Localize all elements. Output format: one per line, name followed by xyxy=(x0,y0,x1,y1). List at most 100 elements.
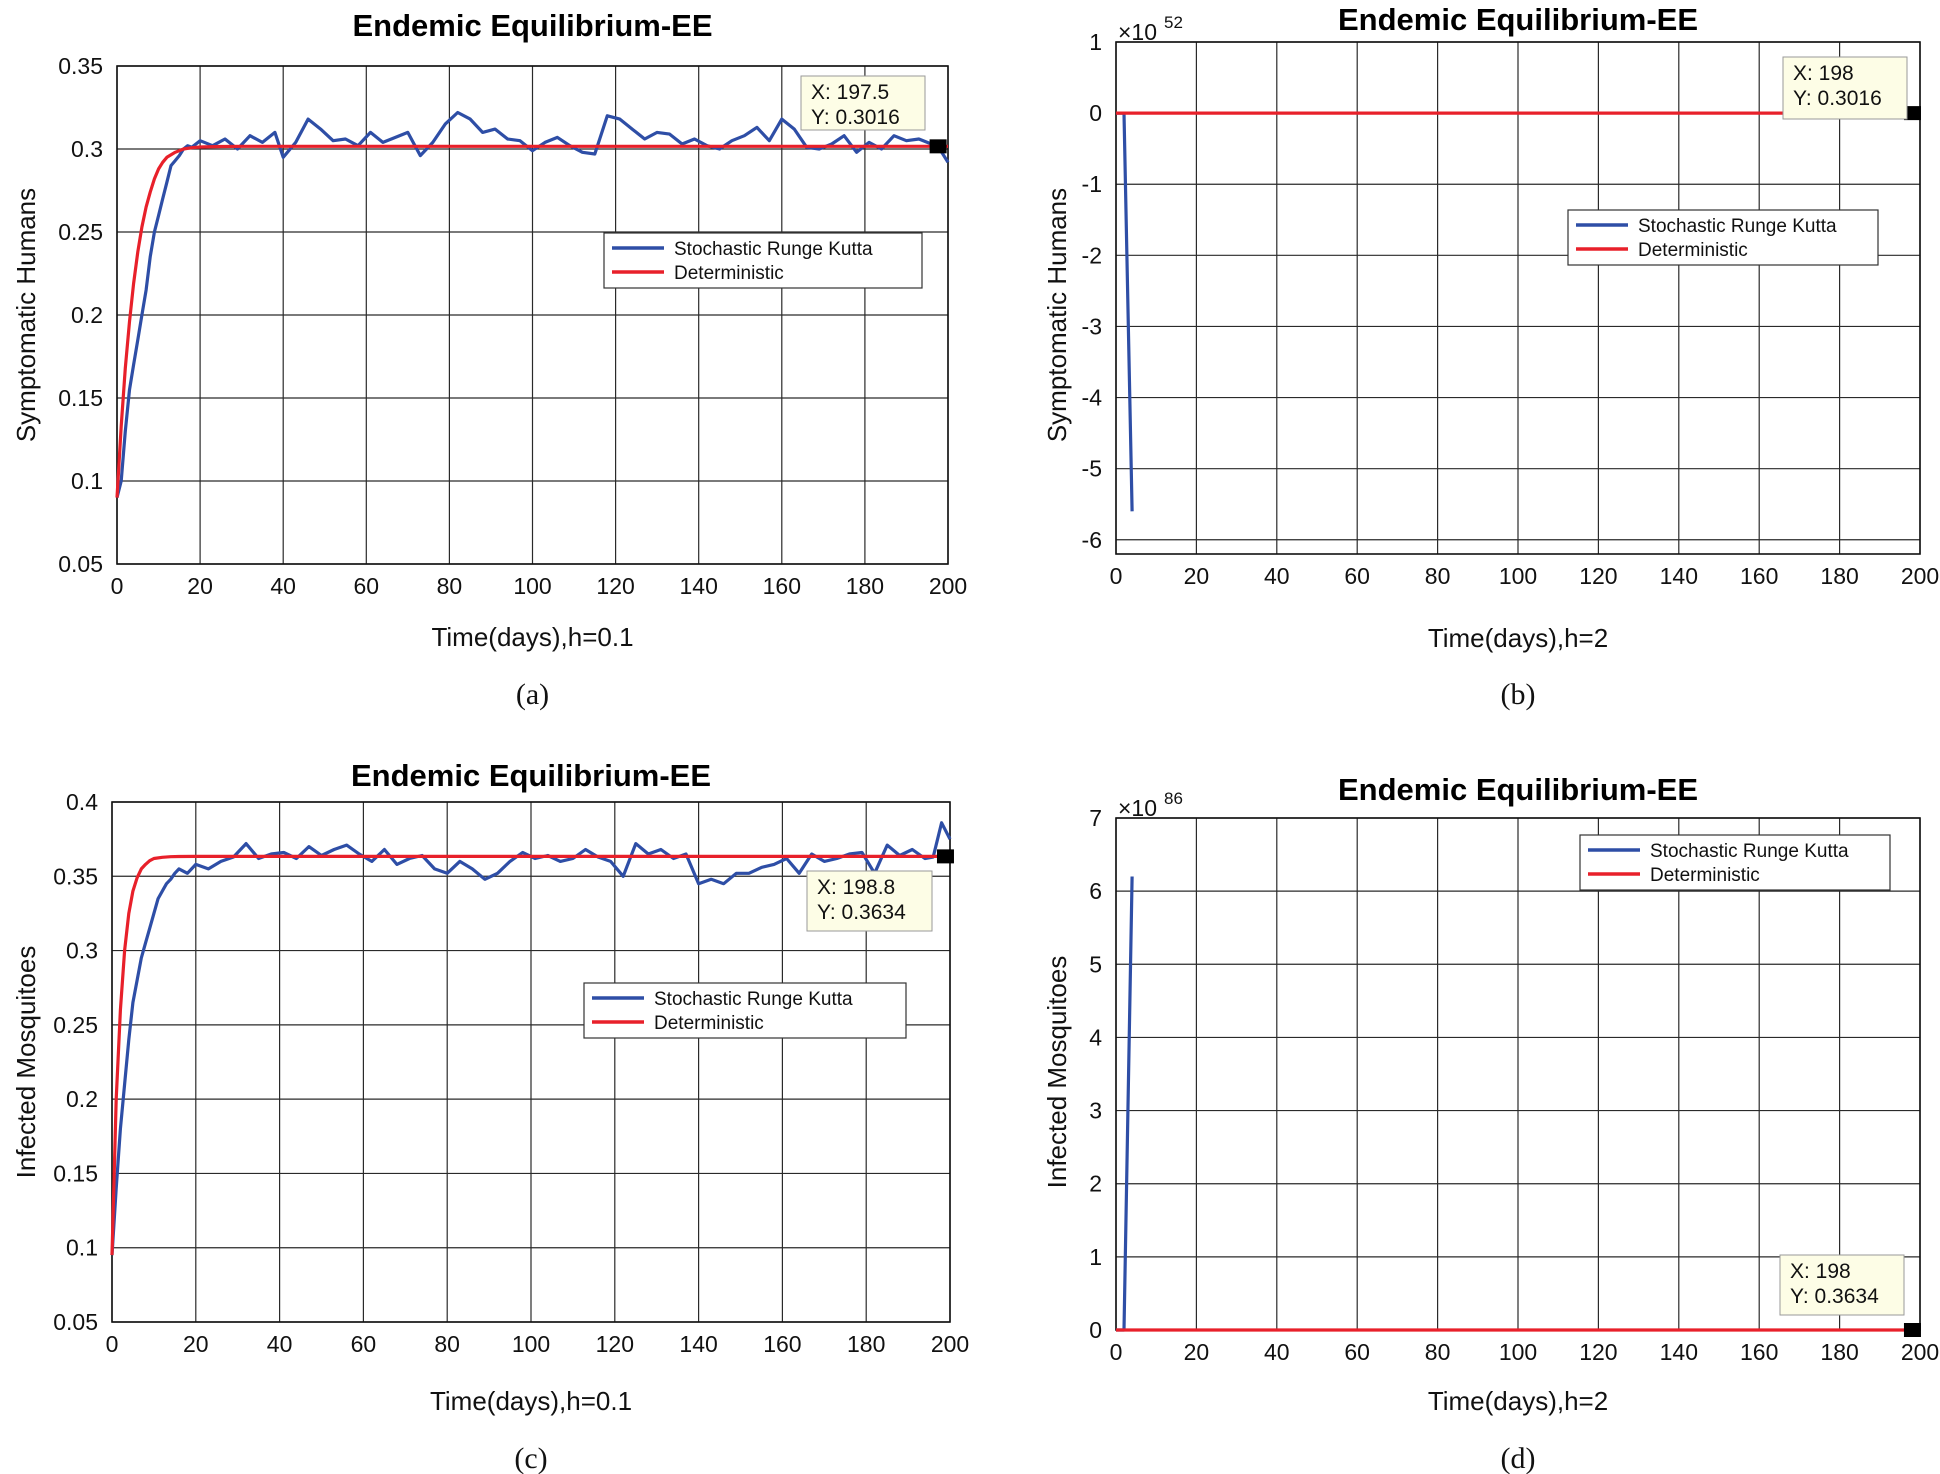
y-tick-label: 0.35 xyxy=(58,53,103,79)
x-tick-label: 200 xyxy=(929,573,967,599)
x-tick-label: 0 xyxy=(106,1331,119,1357)
x-tick-label: 180 xyxy=(847,1331,885,1357)
x-tick-label: 60 xyxy=(351,1331,377,1357)
x-axis-label: Time(days),h=2 xyxy=(1428,623,1608,653)
datatip-x: X: 197.5 xyxy=(811,81,889,104)
chart-title: Endemic Equilibrium-EE xyxy=(1338,772,1698,807)
y-tick-label: 0.2 xyxy=(71,302,103,328)
y-tick-label: 2 xyxy=(1089,1171,1102,1197)
x-tick-label: 40 xyxy=(267,1331,293,1357)
x-tick-label: 200 xyxy=(931,1331,969,1357)
x-tick-label: 20 xyxy=(187,573,213,599)
y-tick-label: 0.1 xyxy=(71,468,103,494)
datatip-box xyxy=(806,870,933,932)
chart-panel-c: 0 20 40 60 80 100 120 140 160 180 200 0.05 0.1 0.15 0.… xyxy=(11,758,969,1474)
legend-box xyxy=(583,982,907,1039)
x-tick-label: 60 xyxy=(1344,1339,1370,1365)
y-tick-label: 5 xyxy=(1089,951,1102,977)
y-tick-label: 0.25 xyxy=(53,1012,98,1038)
datatip-y: Y: 0.3634 xyxy=(1790,1285,1879,1308)
y-tick-label: 0 xyxy=(1089,1317,1102,1343)
datatip-y: Y: 0.3634 xyxy=(817,901,906,924)
x-tick-label: 100 xyxy=(513,573,551,599)
x-tick-label: 120 xyxy=(596,573,634,599)
x-tick-label: 0 xyxy=(1110,563,1123,589)
x-tick-label: 140 xyxy=(680,573,718,599)
legend-box xyxy=(1567,209,1879,266)
x-tick-label: 120 xyxy=(1579,563,1617,589)
legend: Stochastic Runge Kutta Deterministic xyxy=(603,232,923,289)
x-tick-label: 140 xyxy=(1660,1339,1698,1365)
x-tick-label: 60 xyxy=(354,573,380,599)
series-stochastic-line xyxy=(115,110,950,498)
datatip-y: Y: 0.3016 xyxy=(811,106,900,129)
datatip-y: Y: 0.3016 xyxy=(1793,87,1882,110)
legend-entry-label: Deterministic xyxy=(654,1013,764,1034)
x-tick-label: 0 xyxy=(1110,1339,1123,1365)
y-tick-label: 0.3 xyxy=(66,938,98,964)
x-tick-label: 200 xyxy=(1901,563,1939,589)
x-tick-label: 40 xyxy=(1264,563,1290,589)
x-tick-label: 20 xyxy=(1184,563,1210,589)
legend-entry-label: Stochastic Runge Kutta xyxy=(1638,216,1837,237)
datatip-x: X: 198.8 xyxy=(817,876,895,899)
x-tick-label: 120 xyxy=(596,1331,634,1357)
y-tick-label: 7 xyxy=(1089,805,1102,831)
y-tick-label: 0.1 xyxy=(66,1235,98,1261)
panel-caption: (d) xyxy=(1501,1442,1536,1474)
datatip-marker[interactable] xyxy=(936,849,954,864)
x-tick-label: 160 xyxy=(1740,1339,1778,1365)
axis-exponent-label: ×10 xyxy=(1118,795,1157,821)
x-tick-label: 20 xyxy=(183,1331,209,1357)
y-tick-label: -2 xyxy=(1082,242,1102,268)
y-axis-label: Infected Mosquitoes xyxy=(1042,956,1072,1189)
datatip-box xyxy=(1782,56,1908,120)
chart-panel-d: 0 20 40 60 80 100 120 140 160 180 200 0 1 2 3 4 5 6 7 ×10 86… xyxy=(1042,772,1939,1474)
legend: Stochastic Runge Kutta Deterministic xyxy=(583,982,907,1039)
x-tick-label: 200 xyxy=(1901,1339,1939,1365)
x-tick-label: 180 xyxy=(1820,1339,1858,1365)
y-tick-label: -5 xyxy=(1082,456,1102,482)
panel-caption: (c) xyxy=(514,1442,547,1474)
x-tick-label: 80 xyxy=(437,573,463,599)
y-tick-label: 0.3 xyxy=(71,136,103,162)
y-tick-label: 4 xyxy=(1089,1024,1102,1050)
y-tick-label: 3 xyxy=(1089,1098,1102,1124)
chart-title: Endemic Equilibrium-EE xyxy=(353,8,713,43)
legend-entry-label: Deterministic xyxy=(674,263,784,284)
y-tick-label: -3 xyxy=(1082,313,1102,339)
series-deterministic-line xyxy=(110,854,950,1256)
series-stochastic-line xyxy=(110,821,952,1256)
datatip-box xyxy=(800,75,926,131)
y-tick-label: 1 xyxy=(1089,1244,1102,1270)
legend-entry-label: Deterministic xyxy=(1650,865,1760,886)
x-tick-label: 140 xyxy=(1660,563,1698,589)
x-tick-label: 0 xyxy=(111,573,124,599)
legend-entry-label: Stochastic Runge Kutta xyxy=(654,989,853,1010)
x-tick-label: 60 xyxy=(1344,563,1370,589)
x-tick-label: 120 xyxy=(1579,1339,1617,1365)
datatip-box xyxy=(1779,1254,1905,1316)
datatip-x: X: 198 xyxy=(1790,1260,1851,1283)
datatip-marker[interactable] xyxy=(1903,1323,1921,1337)
plot-frame xyxy=(1115,41,1921,555)
chart-title: Endemic Equilibrium-EE xyxy=(351,758,711,793)
legend-entry-label: Deterministic xyxy=(1638,240,1748,261)
plot-frame xyxy=(116,65,949,565)
legend-box xyxy=(1579,834,1891,891)
y-tick-label: -6 xyxy=(1082,527,1102,553)
datatip-marker[interactable] xyxy=(929,139,947,154)
x-tick-label: 80 xyxy=(1425,1339,1451,1365)
datatip-marker[interactable] xyxy=(1903,106,1921,121)
x-tick-label: 160 xyxy=(763,1331,801,1357)
y-tick-label: 6 xyxy=(1089,878,1102,904)
y-tick-label: 0 xyxy=(1089,100,1102,126)
x-tick-label: 80 xyxy=(1425,563,1451,589)
chart-panel-a: 0 20 40 60 80 100 120 140 160 180 200 0.05 0.1 0.15 0.… xyxy=(11,8,967,711)
y-tick-label: 0.35 xyxy=(53,863,98,889)
datatip-x: X: 198 xyxy=(1793,62,1854,85)
y-axis-label: Symptomatic Humans xyxy=(1042,188,1072,442)
axis-exponent-label: ×10 xyxy=(1118,19,1157,45)
y-tick-label: 1 xyxy=(1089,29,1102,55)
legend: Stochastic Runge Kutta Deterministic xyxy=(1567,209,1879,266)
